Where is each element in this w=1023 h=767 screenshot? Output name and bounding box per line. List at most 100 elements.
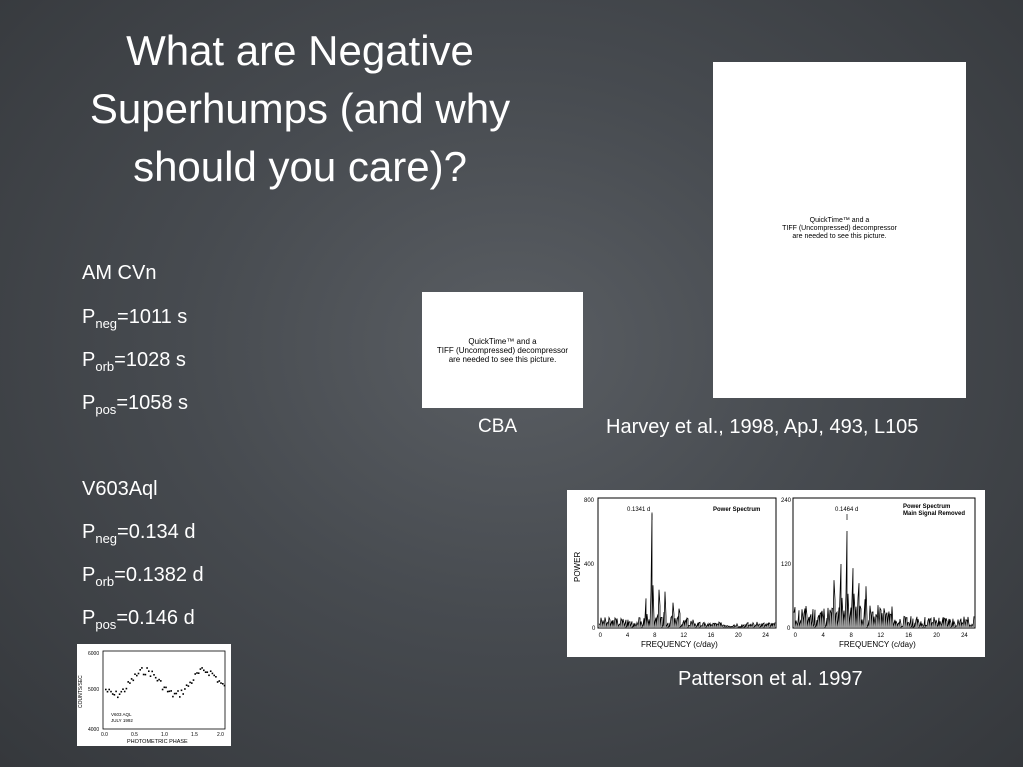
- lc-point: [194, 673, 196, 675]
- lc-ylabel: COUNTS/SEC: [78, 675, 84, 708]
- cba-image-placeholder: QuickTime™ and a TIFF (Uncompressed) dec…: [422, 292, 583, 408]
- lc-point: [185, 684, 188, 686]
- lc-ytick-4000: 4000: [88, 727, 99, 733]
- lc-point: [149, 675, 152, 677]
- lc-point: [220, 682, 222, 684]
- lc-point: [141, 667, 143, 669]
- lc-point: [201, 667, 203, 669]
- ps-xtick: 20: [933, 633, 940, 639]
- qt-line-3: are needed to see this picture.: [448, 354, 557, 364]
- am-cvn-p-neg: Pneg=1011 s: [82, 306, 188, 331]
- lc-point: [218, 680, 221, 682]
- lc-xtick-3: 1.5: [191, 732, 198, 738]
- lc-xlabel: PHOTOMETRIC PHASE: [127, 739, 188, 745]
- cba-caption: CBA: [478, 416, 518, 437]
- title-line-2: Superhumps (and why: [89, 85, 511, 132]
- ps-xtick: 16: [905, 633, 912, 639]
- ps-left-ytick-0: 0: [592, 626, 596, 632]
- patterson-caption: Patterson et al. 1997: [678, 668, 863, 690]
- lc-point: [180, 689, 183, 692]
- lc-point: [222, 683, 224, 685]
- lc-xtick-2: 1.0: [161, 732, 168, 738]
- ps-left-title: Power Spectrum: [713, 507, 760, 513]
- ps-right-ytick-120: 120: [781, 562, 792, 568]
- light-curve-svg: COUNTS/SEC 6000 5000 4000 0.0 0.5 1.0 1.…: [78, 650, 226, 745]
- ps-left-ytick-400: 400: [584, 562, 595, 568]
- lc-ytick-6000: 6000: [88, 651, 99, 657]
- lc-point: [122, 688, 124, 690]
- lc-point: [215, 676, 217, 678]
- lc-point: [136, 674, 138, 677]
- lc-point: [111, 693, 114, 695]
- lc-point: [209, 670, 212, 672]
- lc-legend-2: JULY 1992: [111, 718, 133, 723]
- lc-point: [105, 688, 107, 691]
- lc-point: [216, 681, 219, 683]
- ps-xtick: 0: [794, 633, 798, 639]
- qt-line-2: TIFF (Uncompressed) decompressor: [436, 345, 569, 355]
- lc-point: [151, 670, 153, 673]
- harvey-caption: Harvey et al., 1998, ApJ, 493, L105: [606, 416, 919, 438]
- lc-point: [127, 681, 129, 683]
- title-line-3: should you care)?: [133, 143, 467, 190]
- harvey-image-placeholder: QuickTime™ and a TIFF (Uncompressed) dec…: [713, 62, 966, 398]
- lc-point: [182, 693, 184, 695]
- lc-point: [108, 688, 110, 691]
- lc-point: [153, 674, 155, 676]
- lc-point: [144, 673, 147, 676]
- lc-point: [117, 696, 119, 699]
- lc-xtick-4: 2.0: [217, 732, 224, 738]
- lc-point: [163, 686, 166, 689]
- title-line-1: What are Negative: [126, 27, 474, 74]
- ps-right-title-2: Main Signal Removed: [903, 511, 965, 517]
- lc-point: [184, 688, 186, 690]
- lc-point: [120, 690, 123, 693]
- lc-point: [154, 676, 157, 679]
- ps-right-title-1: Power Spectrum: [903, 504, 950, 510]
- lc-point: [172, 695, 174, 698]
- lc-point: [170, 690, 172, 692]
- lc-ytick-5000: 5000: [88, 687, 99, 693]
- lc-point: [211, 672, 214, 675]
- lc-point: [160, 680, 162, 682]
- lc-point: [187, 685, 190, 687]
- ps-xtick: 8: [653, 633, 657, 639]
- lc-point: [206, 671, 209, 673]
- lc-data-points: [105, 667, 226, 699]
- ps-left-peak-label: 0.1341 d: [627, 507, 650, 513]
- ps-xtick: 24: [961, 633, 968, 639]
- qt2-line-2: TIFF (Uncompressed) decompressor: [782, 225, 897, 232]
- light-curve-figure: COUNTS/SEC 6000 5000 4000 0.0 0.5 1.0 1.…: [77, 644, 231, 746]
- lc-point: [173, 692, 176, 695]
- power-spectrum-figure: POWER 800 400 0 0.1341 d Power Spectrum …: [567, 490, 985, 657]
- lc-xtick-1: 0.5: [131, 732, 138, 738]
- lc-point: [142, 673, 145, 676]
- qt-line-1: QuickTime™ and a: [468, 336, 537, 346]
- ps-right-trace: [793, 530, 975, 629]
- lc-point: [192, 679, 195, 681]
- ps-xtick: 0: [599, 633, 603, 639]
- lc-point: [165, 686, 167, 689]
- ps-xtick: 8: [850, 633, 854, 639]
- lc-point: [179, 696, 181, 698]
- ps-left-ytick-800: 800: [584, 498, 595, 504]
- lc-point: [115, 690, 117, 693]
- lc-point: [161, 688, 164, 691]
- v603aql-p-neg: Pneg=0.134 d: [82, 521, 196, 546]
- lc-point: [156, 679, 159, 682]
- lc-point: [191, 682, 193, 684]
- lc-point: [189, 681, 191, 684]
- v603aql-p-pos: Ppos=0.146 d: [82, 607, 195, 632]
- lc-point: [148, 670, 150, 672]
- ps-right-peak-label: 0.1464 d: [835, 507, 858, 513]
- lc-point: [134, 673, 136, 675]
- power-spectrum-svg: POWER 800 400 0 0.1341 d Power Spectrum …: [573, 497, 976, 649]
- slide-title: What are Negative Superhumps (and why sh…: [40, 22, 560, 196]
- lc-point: [129, 682, 131, 684]
- ps-right-ytick-0: 0: [787, 626, 791, 632]
- qt2-line-3: are needed to see this picture.: [792, 233, 887, 240]
- lc-point: [197, 672, 200, 674]
- lc-point: [146, 667, 148, 669]
- ps-xtick: 24: [762, 633, 769, 639]
- lc-point: [139, 669, 141, 671]
